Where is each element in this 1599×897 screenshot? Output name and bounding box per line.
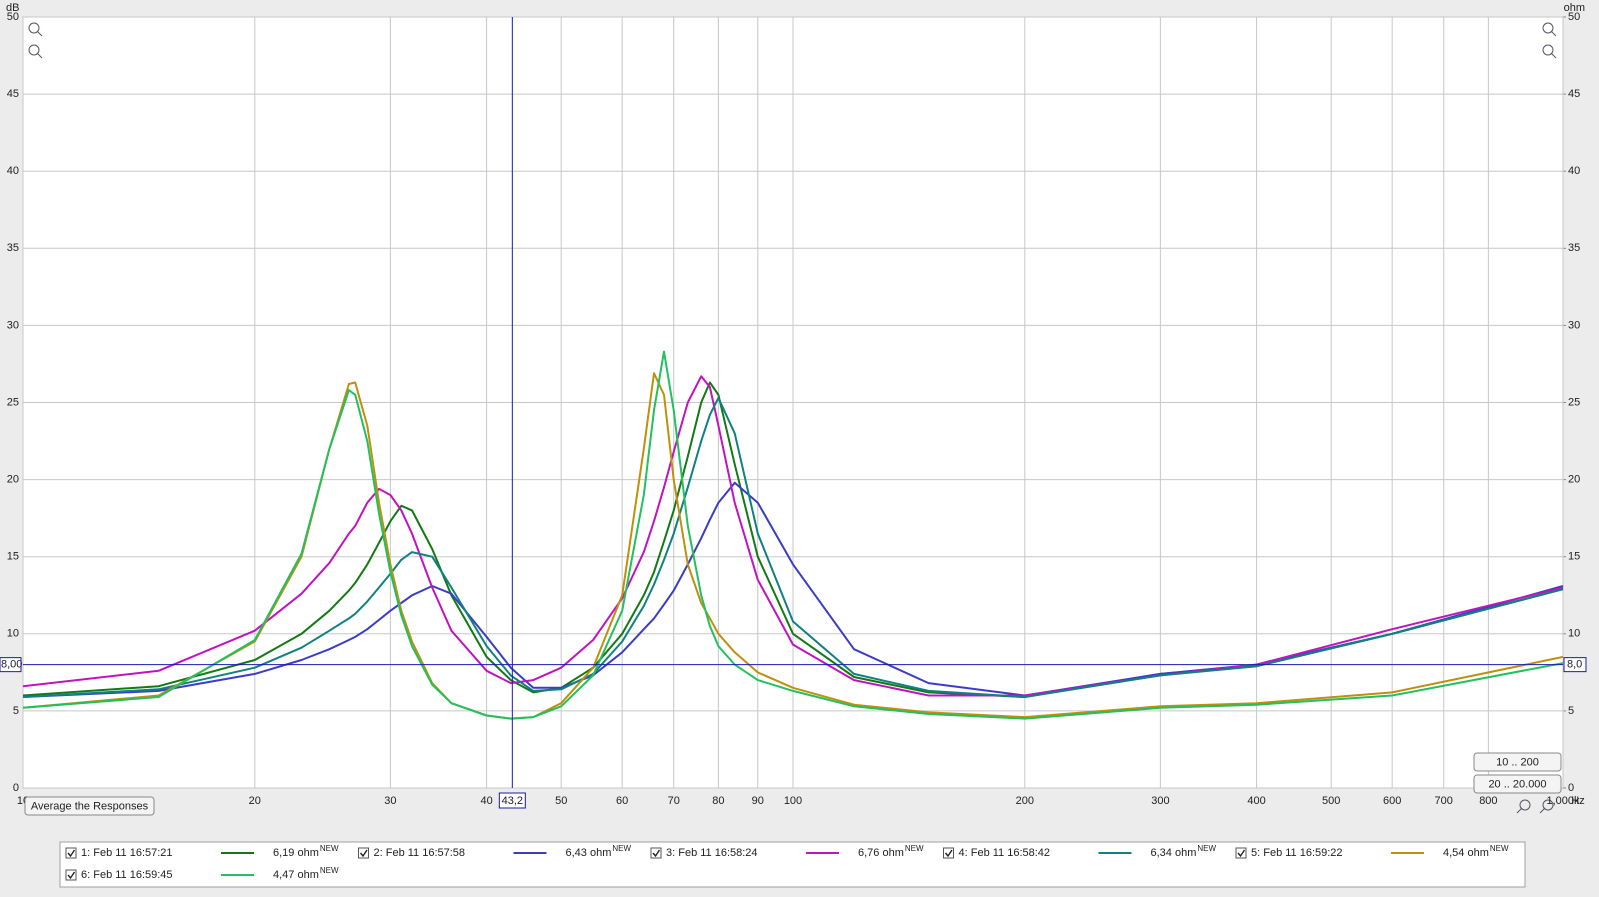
y2-tick-label: 50: [1568, 11, 1580, 23]
legend-checkbox[interactable]: [65, 869, 77, 881]
legend-box: [59, 841, 1526, 888]
series-line: [22, 375, 1564, 697]
y-tick-label: 35: [7, 242, 19, 254]
legend-name[interactable]: 5: Feb 11 16:59:22: [1251, 847, 1343, 859]
series-line: [22, 396, 1564, 698]
y2-tick-label: 45: [1568, 88, 1580, 100]
legend-name[interactable]: 2: Feb 11 16:57:58: [374, 847, 466, 859]
button-label[interactable]: 10 .. 200: [1496, 756, 1539, 768]
y-tick-label: 40: [7, 165, 19, 177]
legend-value: 6,43 ohm: [566, 847, 612, 859]
legend-name[interactable]: 6: Feb 11 16:59:45: [81, 869, 173, 881]
series-line: [22, 481, 1564, 698]
button[interactable]: [24, 796, 155, 816]
y2-tick-label: 5: [1568, 705, 1574, 717]
x-unit: Hz: [1571, 795, 1584, 807]
y-tick-label: 45: [7, 88, 19, 100]
legend-badge: NEW: [320, 866, 339, 875]
legend-name[interactable]: 3: Feb 11 16:58:24: [666, 847, 758, 859]
legend-value: 6,34 ohm: [1151, 847, 1197, 859]
y2-tick-label: 25: [1568, 396, 1580, 408]
x-tick-label: 500: [1322, 795, 1340, 807]
y2-tick-label: 35: [1568, 242, 1580, 254]
legend-badge: NEW: [905, 844, 924, 853]
y-axis-label: dB: [6, 2, 19, 14]
y-tick-label: 30: [7, 319, 19, 331]
zoom-icons[interactable]: [28, 22, 1557, 814]
x-tick-label: 300: [1151, 795, 1169, 807]
legend-checkbox[interactable]: [650, 847, 662, 859]
legend-checkbox[interactable]: [943, 847, 954, 859]
y-tick-label: 25: [7, 396, 19, 408]
x-tick-label: 600: [1383, 795, 1401, 807]
x-tick-label: 50: [555, 795, 567, 807]
y-tick-label: 20: [7, 474, 19, 486]
y2-tick-label: 0: [1568, 782, 1574, 794]
check-mark: [652, 849, 661, 858]
x-tick-label: 100: [784, 795, 802, 807]
legend-checkbox[interactable]: [1235, 847, 1247, 859]
x-tick-label: 20: [249, 795, 261, 807]
legend-name[interactable]: 4: Feb 11 16:58:42: [959, 847, 1051, 859]
cursor-x-box: [498, 792, 526, 809]
button-label[interactable]: Average the Responses: [31, 800, 149, 812]
series-line: [22, 372, 1564, 720]
check-mark: [944, 849, 953, 858]
x-tick-label: 80: [712, 795, 724, 807]
cursor-y2-box: [1563, 657, 1587, 673]
y2-tick-label: 10: [1568, 628, 1580, 640]
y-tick-label: 5: [13, 705, 19, 717]
y2-tick-label: 15: [1568, 551, 1580, 563]
button-label[interactable]: 20 .. 20.000: [1488, 778, 1546, 790]
legend-badge: NEW: [1490, 844, 1509, 853]
y2-tick-label: 30: [1568, 319, 1580, 331]
x-tick-label: 1,000k: [1546, 795, 1580, 807]
y-tick-label: 10: [7, 628, 19, 640]
series-line: [22, 381, 1564, 698]
y-tick-label: 50: [7, 11, 19, 23]
x-tick-label: 800: [1479, 795, 1497, 807]
check-mark: [1237, 849, 1246, 858]
y2-axis-label: ohm: [1564, 2, 1585, 14]
y2-tick-label: 20: [1568, 474, 1580, 486]
legend-value: 6,19 ohm: [273, 847, 319, 859]
check-mark: [67, 849, 76, 858]
check-mark: [359, 849, 368, 858]
legend-checkbox[interactable]: [65, 847, 77, 859]
legend-badge: NEW: [612, 844, 631, 853]
cursor-y-label: 8,00: [1, 659, 22, 671]
x-tick-label: 40: [480, 795, 492, 807]
x-tick-label: 90: [752, 795, 764, 807]
y-tick-label: 0: [13, 782, 19, 794]
legend-name[interactable]: 1: Feb 11 16:57:21: [81, 847, 173, 859]
button[interactable]: [1473, 752, 1562, 772]
cursor-y-box: [0, 657, 22, 673]
cursor-x-label: 43,2: [502, 795, 523, 807]
legend-badge: NEW: [320, 844, 339, 853]
cursor-y2-label: 8,0: [1567, 659, 1582, 671]
x-tick-label: 400: [1247, 795, 1265, 807]
legend-checkbox[interactable]: [358, 847, 369, 859]
x-tick-label: 60: [616, 795, 628, 807]
legend-badge: NEW: [1197, 844, 1216, 853]
button[interactable]: [1473, 774, 1562, 794]
x-tick-label: 30: [384, 795, 396, 807]
series-line: [22, 350, 1564, 720]
y-tick-label: 15: [7, 551, 19, 563]
check-mark: [67, 871, 76, 880]
y2-tick-label: 40: [1568, 165, 1580, 177]
legend-value: 6,76 ohm: [858, 847, 904, 859]
x-tick-label: 70: [668, 795, 680, 807]
legend-value: 4,47 ohm: [273, 869, 319, 881]
legend-value: 4,54 ohm: [1443, 847, 1489, 859]
x-tick-label: 700: [1435, 795, 1453, 807]
x-tick-label: 200: [1016, 795, 1034, 807]
